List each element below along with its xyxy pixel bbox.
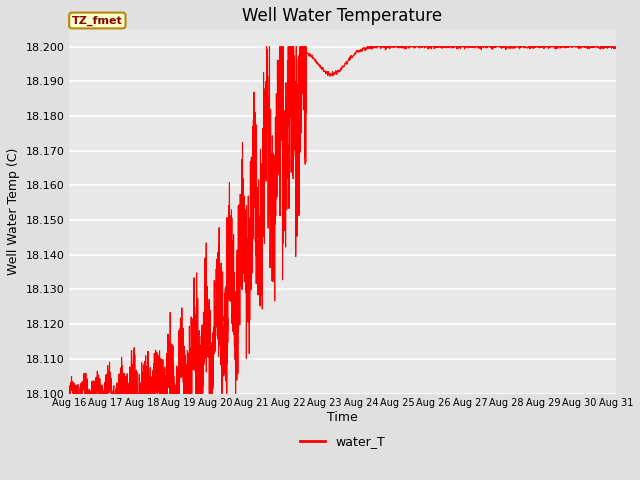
Legend: water_T: water_T — [295, 430, 390, 453]
X-axis label: Time: Time — [327, 411, 358, 424]
Title: Well Water Temperature: Well Water Temperature — [243, 7, 443, 25]
Y-axis label: Well Water Temp (C): Well Water Temp (C) — [7, 148, 20, 275]
Text: TZ_fmet: TZ_fmet — [72, 15, 123, 25]
